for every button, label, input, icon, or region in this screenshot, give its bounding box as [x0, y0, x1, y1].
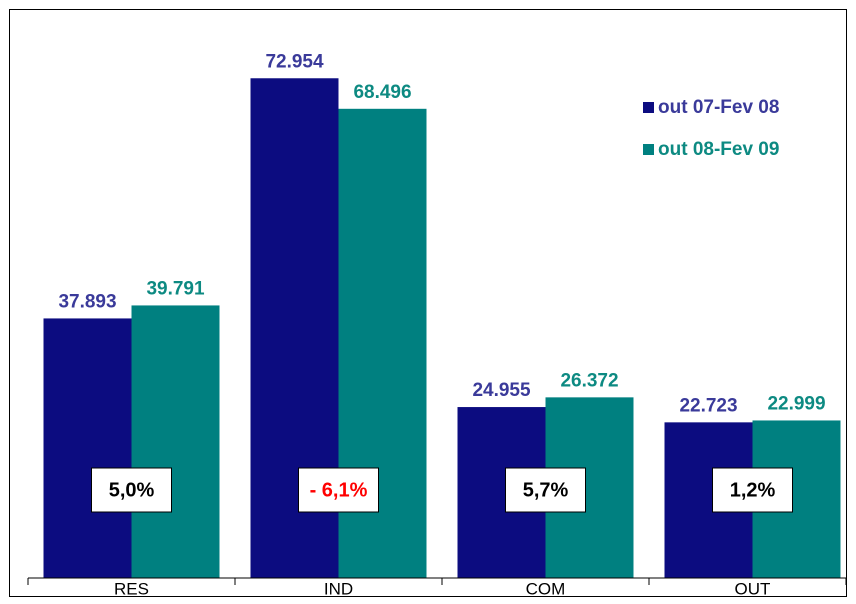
x-tick-label: IND [324, 579, 353, 598]
value-label: 39.791 [146, 278, 205, 299]
legend-label: out 07-Fev 08 [658, 97, 779, 118]
change-label: 5,7% [523, 479, 569, 501]
value-label: 24.955 [472, 380, 531, 401]
legend-label: out 08-Fev 09 [658, 139, 779, 160]
legend-swatch [643, 144, 654, 155]
change-label: 1,2% [730, 479, 776, 501]
value-label: 22.999 [767, 393, 825, 414]
bar [43, 318, 132, 578]
change-box [712, 467, 793, 513]
change-box [298, 467, 379, 513]
bar [131, 305, 220, 578]
x-tick-label: COM [526, 579, 566, 598]
change-box [505, 467, 586, 513]
change-box [91, 467, 172, 513]
change-label: 5,0% [109, 479, 155, 501]
x-tick-label: OUT [735, 579, 771, 598]
legend-swatch [643, 102, 654, 113]
value-label: 22.723 [679, 395, 737, 416]
value-label: 26.372 [560, 370, 618, 391]
change-label: - 6,1% [310, 479, 368, 501]
value-label: 72.954 [265, 51, 324, 72]
value-label: 37.893 [58, 291, 116, 312]
x-tick-label: RES [114, 579, 149, 598]
value-label: 68.496 [353, 82, 411, 103]
